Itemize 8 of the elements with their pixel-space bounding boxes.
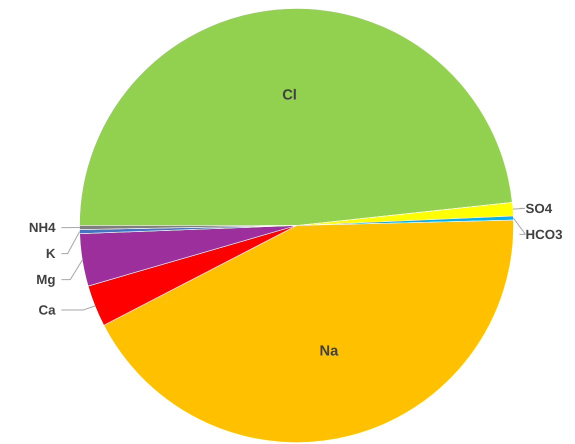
slice-label: Na bbox=[320, 344, 340, 360]
slice-label: HCO3 bbox=[526, 226, 563, 242]
slice-label: Cl bbox=[282, 87, 297, 104]
slice-label: SO4 bbox=[526, 200, 553, 216]
slice-label: K bbox=[46, 246, 56, 262]
slice-label: NH4 bbox=[28, 220, 56, 236]
slice-label: Mg bbox=[36, 272, 56, 288]
slice-label: Ca bbox=[38, 302, 56, 318]
